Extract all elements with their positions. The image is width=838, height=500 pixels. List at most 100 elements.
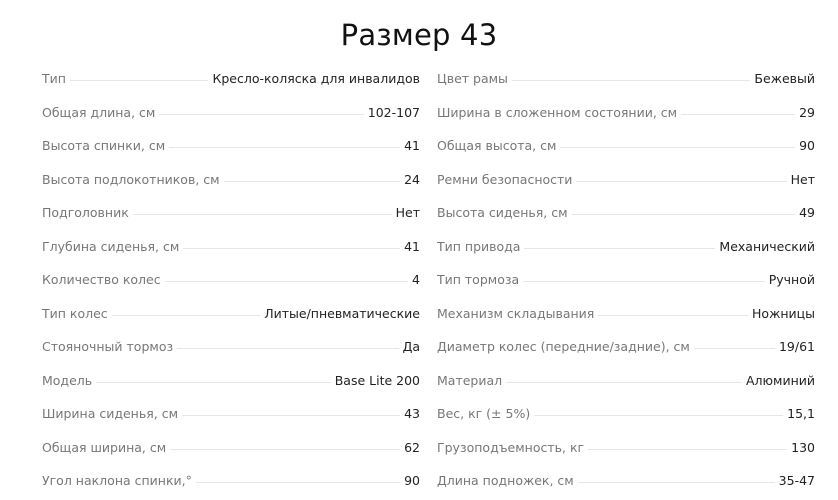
spec-row: Тип колес Литые/пневматические [42, 297, 420, 331]
spec-value: Ножницы [752, 305, 815, 321]
spec-row: Общая длина, см 102-107 [42, 96, 420, 130]
spec-row: Длина подножек, см 35-47 [437, 464, 815, 498]
spec-row: Стояночный тормоз Да [42, 330, 420, 364]
spec-row: Количество колес 4 [42, 263, 420, 297]
spec-value: 90 [799, 138, 815, 154]
spec-label: Механизм складывания [437, 305, 595, 321]
spec-value: Бежевый [754, 71, 815, 87]
leader-line [571, 214, 796, 216]
leader-line [523, 281, 765, 283]
spec-label: Общая высота, см [437, 138, 557, 154]
spec-value: Да [402, 339, 420, 355]
specs-right-column: Цвет рамы Бежевый Ширина в сложенном состо… [437, 62, 815, 498]
leader-line [534, 415, 784, 417]
spec-row: Общая высота, см 90 [437, 129, 815, 163]
spec-value: Литые/пневматические [264, 305, 420, 321]
spec-value: Нет [395, 205, 420, 221]
spec-row: Высота спинки, см 41 [42, 129, 420, 163]
spec-row: Подголовник Нет [42, 196, 420, 230]
leader-line [598, 314, 749, 316]
spec-value: 29 [799, 104, 815, 120]
spec-label: Тип привода [437, 238, 521, 254]
leader-line [170, 448, 401, 450]
spec-label: Ширина в сложенном состоянии, см [437, 104, 678, 120]
leader-line [577, 482, 775, 484]
spec-row: Тип Кресло-коляска для инвалидов [42, 62, 420, 96]
spec-value: 35-47 [778, 473, 815, 489]
spec-label: Общая ширина, см [42, 439, 167, 455]
leader-line [693, 348, 775, 350]
spec-label: Цвет рамы [437, 71, 508, 87]
spec-row: Материал Алюминий [437, 364, 815, 398]
spec-value: Ручной [768, 272, 815, 288]
leader-line [169, 147, 401, 149]
leader-line [524, 247, 716, 249]
spec-row: Модель Base Lite 200 [42, 364, 420, 398]
spec-value: Алюминий [745, 372, 815, 388]
spec-row: Ширина в сложенном состоянии, см 29 [437, 96, 815, 130]
spec-label: Ремни безопасности [437, 171, 573, 187]
leader-line [182, 415, 401, 417]
spec-value: 49 [799, 205, 815, 221]
spec-row: Тип привода Механический [437, 230, 815, 264]
leader-line [195, 482, 401, 484]
leader-line [111, 314, 261, 316]
leader-line [511, 80, 751, 82]
spec-row: Ремни безопасности Нет [437, 163, 815, 197]
leader-line [183, 247, 401, 249]
spec-label: Глубина сиденья, см [42, 238, 180, 254]
spec-row: Глубина сиденья, см 41 [42, 230, 420, 264]
spec-value: 130 [791, 439, 815, 455]
spec-row: Высота сиденья, см 49 [437, 196, 815, 230]
spec-label: Количество колес [42, 272, 161, 288]
spec-value: 4 [412, 272, 420, 288]
spec-row: Диаметр колес (передние/задние), см 19/61 [437, 330, 815, 364]
spec-label: Тип [42, 71, 66, 87]
spec-row: Общая ширина, см 62 [42, 431, 420, 465]
spec-value: Механический [719, 238, 815, 254]
spec-value: 41 [404, 138, 420, 154]
spec-label: Тип тормоза [437, 272, 520, 288]
spec-label: Высота подлокотников, см [42, 171, 220, 187]
leader-line [164, 281, 409, 283]
spec-row: Механизм складывания Ножницы [437, 297, 815, 331]
specs-left-column: Тип Кресло-коляска для инвалидов Общая дли… [42, 62, 420, 498]
spec-row: Высота подлокотников, см 24 [42, 163, 420, 197]
spec-label: Диаметр колес (передние/задние), см [437, 339, 690, 355]
leader-line [576, 180, 787, 182]
spec-row: Цвет рамы Бежевый [437, 62, 815, 96]
spec-value: 41 [404, 238, 420, 254]
leader-line [506, 381, 742, 383]
spec-value: 19/61 [778, 339, 815, 355]
spec-value: 15,1 [787, 406, 815, 422]
spec-label: Материал [437, 372, 503, 388]
spec-row: Тип тормоза Ручной [437, 263, 815, 297]
leader-line [223, 180, 401, 182]
spec-value: Нет [790, 171, 815, 187]
leader-line [681, 113, 796, 115]
spec-value: 102-107 [367, 104, 420, 120]
leader-line [159, 113, 364, 115]
leader-line [132, 214, 392, 216]
leader-line [96, 381, 331, 383]
spec-value: Кресло-коляска для инвалидов [212, 71, 420, 87]
spec-value: 62 [404, 439, 420, 455]
page-title: Размер 43 [340, 18, 498, 52]
spec-label: Подголовник [42, 205, 129, 221]
spec-label: Длина подножек, см [437, 473, 574, 489]
spec-row: Грузоподъемность, кг 130 [437, 431, 815, 465]
spec-row: Ширина сиденья, см 43 [42, 397, 420, 431]
spec-label: Стояночный тормоз [42, 339, 174, 355]
spec-row: Вес, кг (± 5%) 15,1 [437, 397, 815, 431]
leader-line [560, 147, 796, 149]
spec-label: Высота спинки, см [42, 138, 166, 154]
leader-line [177, 348, 399, 350]
spec-value: Base Lite 200 [334, 372, 420, 388]
spec-row: Угол наклона спинки,° 90 [42, 464, 420, 498]
spec-value: 90 [404, 473, 420, 489]
spec-label: Ширина сиденья, см [42, 406, 178, 422]
spec-value: 24 [404, 171, 420, 187]
spec-label: Модель [42, 372, 93, 388]
leader-line [588, 448, 788, 450]
spec-label: Угол наклона спинки,° [42, 473, 192, 489]
